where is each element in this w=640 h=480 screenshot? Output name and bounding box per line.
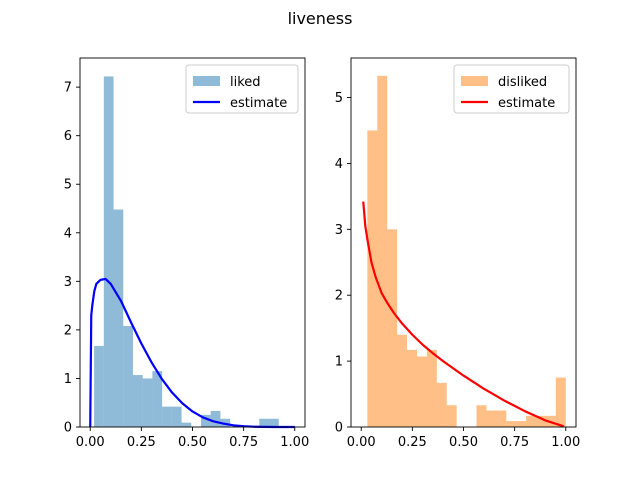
disliked-hist-bar — [516, 421, 527, 427]
figure-title: liveness — [288, 9, 353, 28]
disliked-y-tick-label: 5 — [335, 91, 343, 106]
disliked-x-tick-label: 0.00 — [347, 435, 376, 450]
liked-hist-bar — [200, 414, 211, 427]
disliked-hist-bar — [486, 410, 497, 427]
disliked-hist-bar — [536, 415, 546, 427]
liked-hist-bar — [210, 410, 221, 427]
disliked-hist-bar — [526, 415, 537, 427]
disliked-hist-bar — [506, 421, 517, 427]
disliked-y-tick-label: 4 — [335, 157, 343, 172]
liked-hist-bar — [132, 375, 143, 427]
disliked-hist-bar — [367, 130, 378, 427]
liked-hist-bar — [142, 378, 153, 427]
disliked-x-tick-label: 0.50 — [449, 435, 478, 450]
liked-y-tick-label: 0 — [64, 421, 72, 436]
disliked-hist-bar — [416, 356, 427, 427]
liked-hist-bar — [94, 345, 104, 427]
liked-y-tick-label: 7 — [64, 81, 72, 96]
liked-hist-bar — [181, 422, 192, 427]
liked-panel: 0.00 0.25 0.50 0.75 1.00 0 1 2 3 4 5 6 7 liked estimat… — [64, 57, 309, 450]
liked-hist-bar — [123, 326, 133, 427]
disliked-y-tick-label: 1 — [335, 355, 343, 370]
disliked-panel: 0.00 0.25 0.50 0.75 1.00 0 1 2 3 4 5 disliked estima… — [335, 57, 580, 450]
liked-legend-estimate-label: estimate — [230, 96, 287, 111]
disliked-y-tick-label: 0 — [335, 421, 343, 436]
disliked-hist-bar — [555, 377, 566, 427]
disliked-x-tick-label: 1.00 — [551, 435, 580, 450]
disliked-y-tick-label: 2 — [335, 289, 343, 304]
disliked-y-tick-label: 3 — [335, 223, 343, 238]
disliked-hist-bar — [476, 405, 487, 427]
liked-legend-hist-label: liked — [230, 75, 261, 90]
liked-legend-swatch — [193, 76, 220, 86]
disliked-x-tick-label: 0.75 — [500, 435, 529, 450]
liked-hist-bar — [259, 418, 269, 427]
disliked-hist-bar — [446, 405, 457, 427]
disliked-legend: disliked estimate — [453, 64, 570, 114]
liked-y-tick-label: 2 — [64, 323, 72, 338]
disliked-legend-hist-label: disliked — [498, 75, 547, 90]
liked-x-tick-label: 0.50 — [178, 435, 207, 450]
liked-hist-bar — [103, 76, 114, 427]
disliked-legend-estimate-label: estimate — [498, 96, 555, 111]
liked-hist-bar — [269, 418, 279, 427]
disliked-hist-bar — [426, 349, 437, 427]
disliked-hist-bar — [407, 349, 417, 427]
liked-legend: liked estimate — [185, 64, 299, 114]
disliked-hist-bar — [397, 334, 408, 427]
disliked-hist-bar — [387, 229, 398, 427]
liked-x-tick-label: 0.25 — [127, 435, 156, 450]
liked-hist-bar — [171, 406, 182, 427]
liked-y-tick-label: 3 — [64, 275, 72, 290]
liked-hist-bar — [152, 371, 163, 427]
liked-y-tick-label: 5 — [64, 178, 72, 193]
liked-hist-bar — [162, 406, 172, 427]
disliked-estimate-line — [362, 201, 565, 428]
liked-x-tick-label: 0.75 — [229, 435, 258, 450]
disliked-x-tick-label: 0.25 — [398, 435, 427, 450]
disliked-legend-swatch — [461, 76, 488, 86]
disliked-hist-bar — [496, 410, 507, 427]
disliked-hist-bar — [377, 75, 388, 427]
disliked-hist-bar — [436, 382, 447, 427]
liked-y-tick-label: 4 — [64, 226, 72, 241]
liked-x-tick-label: 1.00 — [280, 435, 309, 450]
liked-y-tick-label: 1 — [64, 372, 72, 387]
liked-x-tick-label: 0.00 — [76, 435, 105, 450]
liked-hist-bar — [113, 209, 124, 427]
liked-y-tick-label: 6 — [64, 129, 72, 144]
